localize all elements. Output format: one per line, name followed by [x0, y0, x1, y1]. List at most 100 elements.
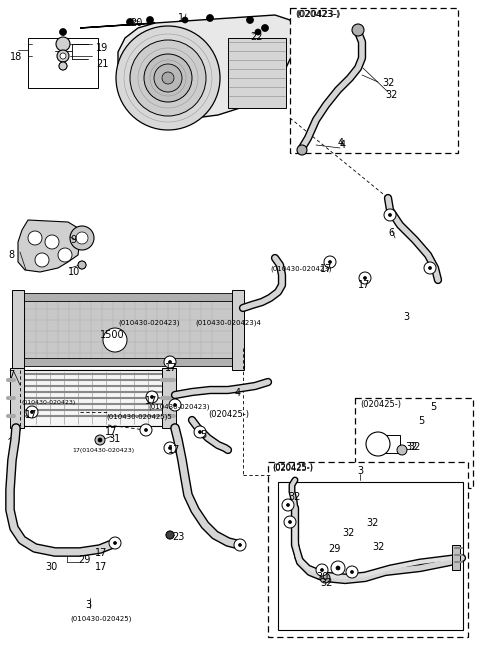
Circle shape [168, 447, 171, 449]
Circle shape [98, 438, 102, 442]
Text: 32: 32 [366, 518, 378, 528]
Polygon shape [18, 220, 80, 272]
Circle shape [130, 40, 206, 116]
Text: 1: 1 [178, 13, 184, 23]
Circle shape [352, 24, 364, 36]
Text: 30: 30 [45, 562, 57, 572]
Text: 1500: 1500 [100, 330, 125, 340]
Circle shape [320, 573, 330, 583]
Bar [232, 290, 244, 370]
Text: 4: 4 [235, 388, 241, 398]
Text: 32: 32 [408, 442, 420, 452]
Circle shape [168, 361, 171, 363]
Circle shape [194, 426, 206, 438]
Text: 23: 23 [172, 532, 184, 542]
Bar [10, 368, 24, 428]
Text: (010430-020425)5: (010430-020425)5 [106, 414, 172, 420]
Text: (010430-020423): (010430-020423) [270, 266, 332, 272]
Text: 21: 21 [96, 59, 108, 69]
Text: 20: 20 [130, 18, 143, 28]
Circle shape [78, 261, 86, 269]
Circle shape [429, 266, 432, 270]
Circle shape [60, 28, 67, 35]
Text: 3: 3 [403, 312, 409, 322]
Circle shape [255, 29, 261, 35]
Circle shape [182, 17, 188, 23]
Circle shape [109, 537, 121, 549]
Text: 29: 29 [328, 544, 340, 554]
Text: 17: 17 [25, 410, 37, 420]
Circle shape [59, 62, 67, 70]
Bar [355, 398, 473, 488]
Circle shape [146, 391, 158, 403]
Circle shape [321, 569, 324, 571]
Circle shape [144, 428, 147, 432]
Text: (020425-): (020425-) [360, 400, 401, 409]
Circle shape [26, 406, 38, 418]
Bar [228, 38, 286, 108]
Text: 19: 19 [96, 43, 108, 53]
Text: 10: 10 [68, 267, 80, 277]
Text: 6: 6 [388, 228, 394, 238]
Circle shape [262, 24, 268, 31]
Circle shape [103, 328, 127, 352]
Circle shape [331, 561, 345, 575]
Text: (010430-020423): (010430-020423) [22, 400, 76, 405]
Circle shape [350, 571, 353, 573]
Circle shape [328, 260, 332, 264]
Text: 22: 22 [250, 32, 263, 42]
Text: 17: 17 [320, 264, 332, 274]
Bar [22, 358, 232, 366]
Text: 8: 8 [8, 250, 14, 260]
Circle shape [116, 26, 220, 130]
Circle shape [35, 253, 49, 267]
Text: 9: 9 [70, 235, 76, 245]
Text: 17(010430-020423): 17(010430-020423) [72, 448, 134, 453]
Circle shape [154, 64, 182, 92]
Circle shape [146, 16, 154, 24]
Text: 5: 5 [430, 402, 436, 412]
Circle shape [162, 72, 174, 84]
Text: 3: 3 [357, 466, 363, 476]
Circle shape [151, 396, 154, 398]
Bar [22, 293, 232, 301]
Circle shape [28, 231, 42, 245]
Circle shape [282, 499, 294, 511]
Circle shape [316, 564, 328, 576]
Text: (020423-): (020423-) [295, 10, 339, 19]
Text: (020425-): (020425-) [272, 463, 313, 472]
Circle shape [59, 62, 67, 70]
Circle shape [56, 37, 70, 51]
Bar [18, 370, 166, 426]
Circle shape [78, 261, 86, 269]
Circle shape [366, 432, 390, 456]
Text: 32: 32 [320, 578, 332, 588]
Circle shape [173, 403, 177, 407]
Circle shape [166, 531, 174, 539]
Circle shape [164, 356, 176, 368]
Circle shape [144, 54, 192, 102]
Circle shape [164, 442, 176, 454]
Text: 32: 32 [288, 492, 300, 502]
Text: 32: 32 [382, 78, 395, 88]
Text: 17: 17 [95, 562, 108, 572]
Circle shape [57, 50, 69, 62]
Text: 17: 17 [358, 280, 371, 290]
Text: (010430-020425): (010430-020425) [70, 615, 132, 621]
Text: 32: 32 [372, 542, 384, 552]
Text: 5: 5 [418, 416, 424, 426]
Circle shape [247, 16, 253, 24]
Bar [278, 482, 463, 630]
Text: (010430-020423): (010430-020423) [118, 320, 180, 327]
Circle shape [284, 516, 296, 528]
Text: (020423-): (020423-) [296, 10, 340, 19]
Circle shape [58, 248, 72, 262]
Circle shape [76, 232, 88, 244]
Text: (020425-): (020425-) [208, 410, 249, 419]
Text: 30: 30 [316, 572, 328, 582]
Text: (010430-020423)4: (010430-020423)4 [195, 320, 261, 327]
Bar [268, 462, 468, 637]
Text: 18: 18 [10, 52, 22, 62]
Circle shape [45, 235, 59, 249]
Circle shape [127, 18, 133, 26]
